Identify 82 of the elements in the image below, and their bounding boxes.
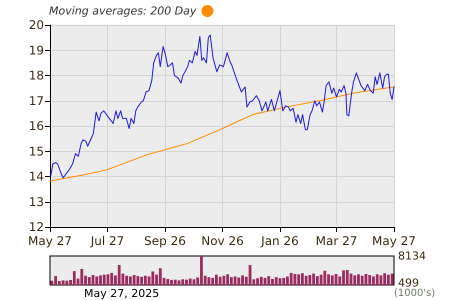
x-tick-label: Jan 26 — [260, 234, 299, 248]
x-tick-label: Sep 26 — [144, 234, 186, 248]
y-axis-title: (1000's) — [394, 288, 436, 300]
bar — [267, 276, 270, 285]
y-tick-label: 17 — [28, 94, 44, 108]
bar — [102, 274, 106, 285]
y-tick-label: 15 — [28, 144, 44, 158]
bar — [320, 274, 322, 285]
line-series — [50, 34, 394, 178]
x-tick-label: Nov 26 — [201, 234, 244, 248]
bar — [380, 275, 382, 285]
bar — [364, 274, 368, 285]
bar — [140, 276, 144, 285]
bar — [234, 276, 236, 285]
bar — [218, 276, 222, 285]
bar — [350, 274, 352, 285]
bar — [136, 276, 140, 285]
bar — [300, 273, 304, 285]
x-tick-label: Mar 27 — [316, 234, 358, 248]
x-tick-label: May 27 — [28, 234, 72, 248]
line-series — [50, 86, 394, 182]
bar — [226, 274, 230, 285]
bar — [342, 270, 345, 285]
y-tick-label: 8134 — [398, 250, 426, 262]
y-tick-label: 499 — [398, 276, 419, 290]
bar — [106, 274, 110, 285]
bar — [278, 278, 282, 285]
bar — [264, 278, 266, 285]
bar — [294, 274, 296, 285]
bar — [88, 277, 91, 285]
bar — [248, 265, 252, 285]
bar — [334, 274, 338, 285]
bar — [178, 280, 180, 285]
bar — [54, 276, 58, 285]
bar — [256, 278, 259, 285]
y-tick-label: 13 — [28, 194, 44, 209]
bar — [185, 280, 188, 285]
bar — [323, 270, 326, 285]
text: May 27, 2025 — [84, 287, 160, 300]
bar — [144, 276, 147, 285]
bar — [304, 276, 308, 285]
bar — [308, 275, 312, 285]
bar — [274, 277, 278, 285]
y-tick-label: 16 — [28, 119, 44, 133]
y-tick-label: 20 — [28, 18, 44, 32]
bar — [390, 274, 394, 285]
bar — [72, 271, 76, 285]
bar — [132, 275, 136, 285]
x-tick-label: Jul 27 — [90, 234, 124, 248]
bar — [188, 278, 192, 285]
bar — [99, 275, 102, 285]
bar — [174, 280, 177, 285]
bar — [222, 276, 226, 285]
bar — [214, 274, 218, 285]
y-tick-label: 14 — [28, 170, 44, 184]
bar — [312, 274, 316, 285]
bar — [327, 274, 330, 285]
bar — [192, 279, 196, 285]
bar — [357, 274, 360, 285]
bar — [125, 276, 128, 285]
bar — [230, 277, 233, 285]
bar — [383, 273, 386, 285]
bar — [92, 275, 94, 285]
bar — [241, 275, 244, 285]
bar — [286, 276, 289, 285]
y-tick-label: 18 — [28, 68, 44, 82]
bar — [316, 276, 319, 285]
bar — [62, 280, 64, 285]
bar — [386, 274, 390, 285]
bar — [372, 276, 375, 285]
bar — [128, 276, 132, 285]
bar — [170, 280, 173, 285]
y-tick-label: 19 — [28, 43, 44, 58]
bar — [360, 276, 364, 285]
bar — [271, 278, 274, 285]
y-tick-label: 12 — [28, 220, 44, 234]
bar — [65, 280, 68, 285]
bar — [200, 256, 203, 285]
bar — [158, 268, 162, 285]
legend-label: Moving averages: 200 Day — [48, 4, 197, 18]
x-tick-label: May 27 — [372, 234, 416, 248]
bar — [208, 277, 210, 285]
